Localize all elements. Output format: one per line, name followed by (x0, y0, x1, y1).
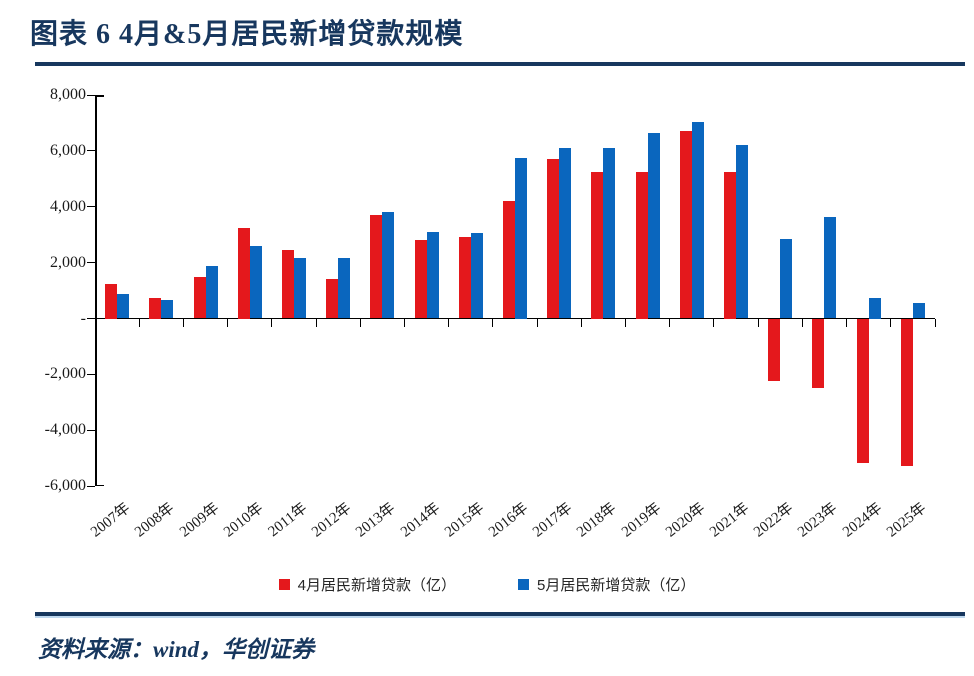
bar-may-2015年 (470, 233, 483, 319)
y-axis-tick (87, 429, 95, 431)
bar-may-2012年 (338, 258, 351, 319)
bar-may-2021年 (736, 145, 749, 319)
bar-may-2022年 (780, 238, 793, 319)
x-axis-tick (580, 318, 582, 327)
y-axis-tick-label: 6,000 (50, 141, 86, 159)
x-axis-tick (448, 318, 450, 327)
x-axis-tick (182, 318, 184, 327)
bar-april-2020年 (679, 131, 692, 319)
legend-label-april: 4月居民新增贷款（亿） (297, 577, 456, 594)
y-axis-tick-label: 4,000 (50, 197, 86, 215)
bar-april-2016年 (503, 201, 515, 319)
chart-legend: 4月居民新增贷款（亿） 5月居民新增贷款（亿） (0, 574, 974, 595)
x-axis-tick (625, 318, 627, 327)
y-axis-tick (87, 206, 95, 208)
footer-divider-line (35, 612, 965, 618)
bar-may-2024年 (868, 297, 881, 319)
bar-may-2018年 (603, 148, 616, 319)
y-axis-tick (87, 150, 95, 152)
x-axis-line (95, 317, 935, 320)
bar-april-2011年 (281, 250, 294, 319)
x-axis-tick (138, 318, 140, 327)
y-axis-tick (87, 485, 95, 487)
bar-may-2014年 (426, 231, 439, 319)
bar-may-2011年 (293, 258, 306, 319)
x-axis-tick (271, 318, 273, 327)
bar-may-2007年 (117, 293, 130, 319)
bar-may-2008年 (161, 299, 174, 319)
x-axis-tick (315, 318, 317, 327)
y-axis-tick (87, 262, 95, 264)
bar-may-2017年 (559, 148, 572, 319)
y-axis-tick-label: 2,000 (50, 253, 86, 271)
bar-april-2015年 (458, 237, 471, 319)
x-axis-tick (536, 318, 538, 327)
bar-april-2009年 (193, 277, 206, 319)
bar-april-2019年 (635, 171, 648, 319)
bar-may-2019年 (647, 132, 660, 319)
bar-may-2023年 (824, 216, 837, 319)
x-axis-tick (890, 318, 892, 327)
bar-april-2021年 (724, 171, 737, 319)
x-axis-tick (934, 318, 936, 327)
bar-may-2025年 (912, 303, 925, 319)
title-divider-line (35, 62, 965, 66)
y-axis-tick (87, 318, 95, 319)
x-axis-tick (713, 318, 715, 327)
y-axis-tick-label: -2,000 (44, 365, 86, 383)
y-axis-tick-label: 8,000 (50, 86, 86, 103)
bar-april-2023年 (812, 319, 825, 388)
y-axis-tick-label: - (80, 309, 86, 327)
bar-april-2013年 (370, 215, 383, 319)
bar-april-2025年 (900, 319, 913, 466)
x-axis-tick (801, 318, 803, 327)
bar-may-2010年 (249, 245, 262, 319)
bar-may-2016年 (515, 157, 527, 319)
bar-april-2014年 (414, 240, 427, 319)
bar-may-2020年 (691, 121, 704, 319)
x-axis-tick (669, 318, 671, 327)
legend-item-may: 5月居民新增贷款（亿） (518, 574, 695, 595)
bar-april-2008年 (149, 297, 162, 319)
x-axis-tick (757, 318, 759, 327)
bar-april-2007年 (105, 283, 118, 319)
x-axis-tick (846, 318, 848, 327)
legend-label-may: 5月居民新增贷款（亿） (537, 577, 696, 594)
bar-may-2009年 (205, 265, 218, 319)
y-axis-line (95, 95, 97, 487)
source-note: 资料来源：wind，华创证券 (38, 637, 315, 662)
x-axis-tick (227, 318, 229, 327)
y-axis-tick (87, 373, 95, 375)
bar-may-2013年 (382, 212, 395, 319)
bar-april-2018年 (591, 171, 604, 319)
bar-april-2010年 (237, 227, 250, 319)
y-axis-tick-label: -4,000 (44, 421, 86, 439)
bar-april-2017年 (547, 159, 560, 319)
bar-april-2022年 (768, 319, 781, 381)
bar-april-2012年 (326, 279, 339, 319)
x-axis-tick (359, 318, 361, 327)
y-axis-tick (87, 94, 95, 96)
bar-april-2024年 (856, 319, 869, 464)
chart-caption: 图表 6 4月&5月居民新增贷款规模 (30, 19, 464, 50)
legend-swatch-may-icon (518, 579, 529, 590)
legend-swatch-april-icon (278, 579, 290, 590)
x-axis-tick (403, 318, 405, 327)
x-axis-tick (492, 318, 494, 327)
y-axis-tick-label: -6,000 (44, 477, 86, 495)
y-axis-top-cap (95, 95, 104, 97)
y-axis-bottom-cap (95, 484, 104, 487)
legend-item-april: 4月居民新增贷款（亿） (278, 574, 456, 595)
x-axis-tick (94, 318, 96, 327)
